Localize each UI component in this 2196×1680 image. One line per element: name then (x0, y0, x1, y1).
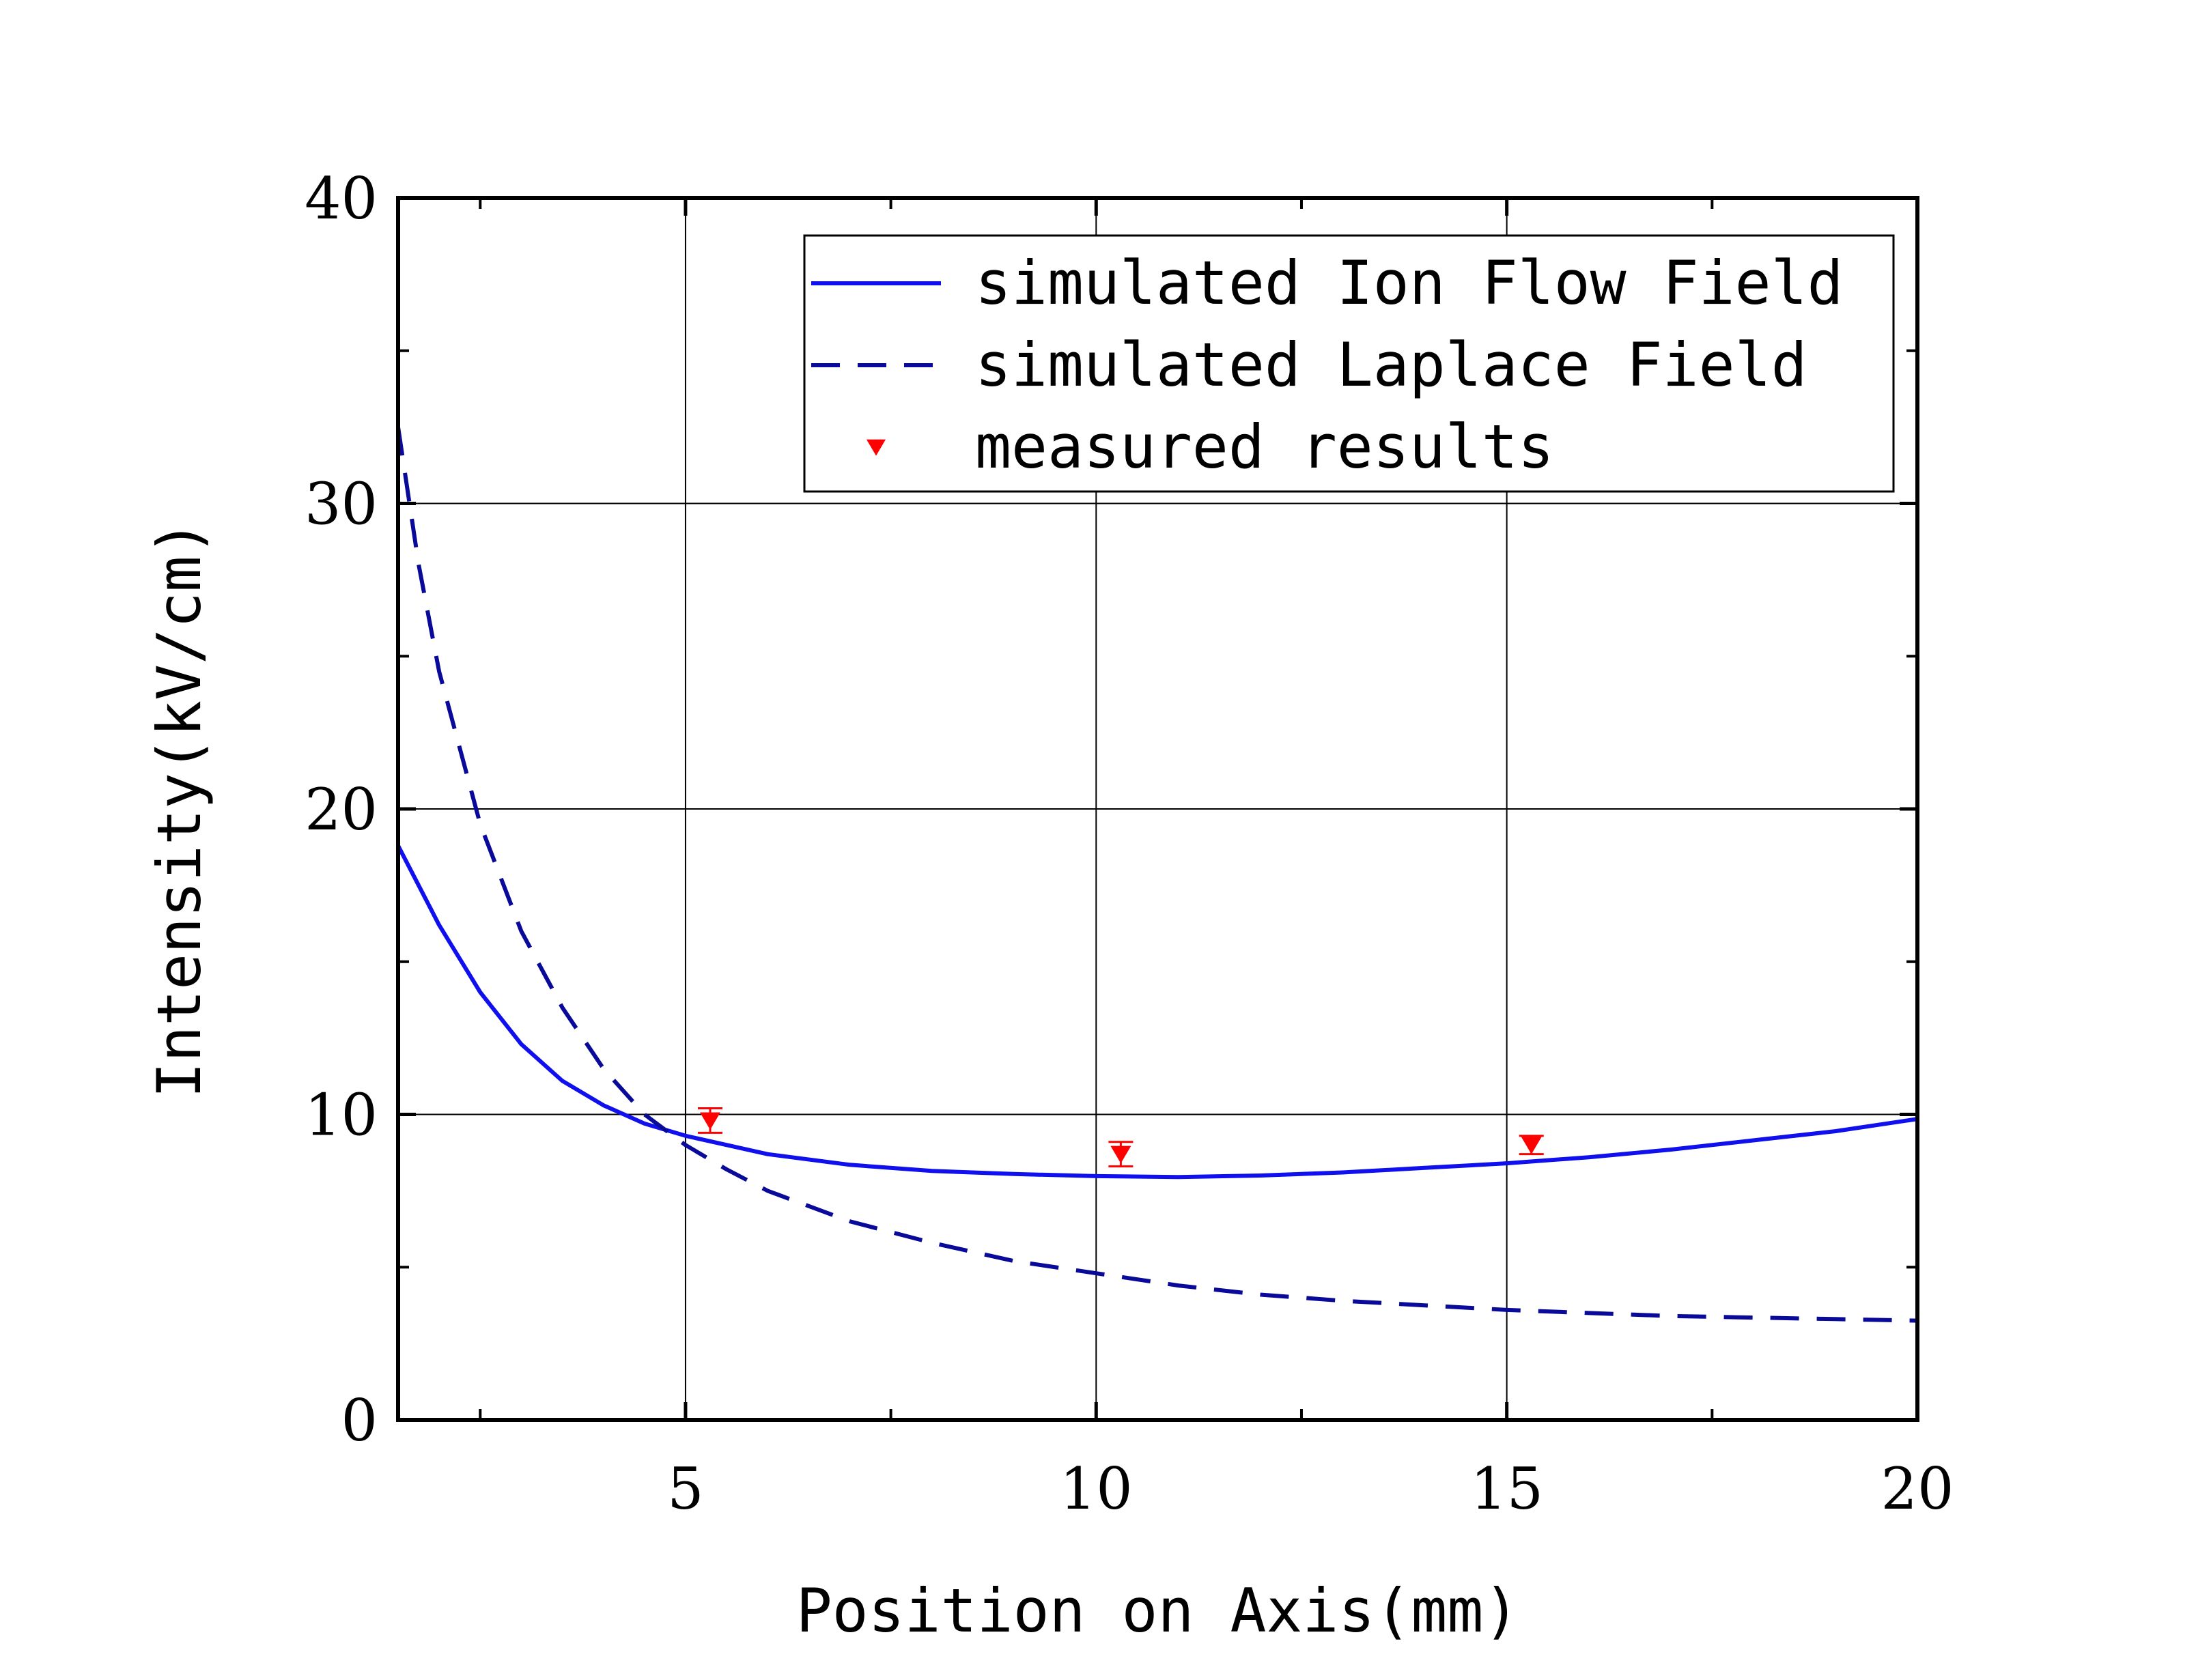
y-tick-label-40: 40 (305, 165, 378, 232)
y-tick-label-10: 10 (305, 1082, 378, 1149)
legend-label-laplace: simulated Laplace Field (975, 330, 1807, 400)
legend-symbol-measured (867, 439, 886, 456)
y-tick-label-30: 30 (305, 471, 378, 538)
laplace-field-line (396, 427, 1918, 1323)
y-tick-label-20: 20 (305, 776, 378, 843)
legend-label-ion-flow: simulated Ion Flow Field (975, 248, 1844, 318)
y-axis-title: Intensity(kV/cm) (144, 519, 214, 1098)
x-tick-label-5: 5 (667, 1455, 703, 1522)
measured-point (1521, 1137, 1542, 1154)
legend: simulated Ion Flow Field simulated Lapla… (803, 234, 1895, 493)
ion-flow-field-line (396, 844, 1918, 1180)
series-layer (396, 427, 1918, 1323)
y-tick-label-0: 0 (341, 1387, 378, 1454)
x-tick-label-20: 20 (1881, 1455, 1954, 1522)
legend-box (803, 234, 1895, 493)
x-tick-label-15: 15 (1470, 1455, 1543, 1522)
x-axis-title: Position on Axis(mm) (796, 1576, 1520, 1646)
tick-labels: 5 10 15 20 0 10 20 30 40 (305, 165, 1954, 1522)
x-tick-label-10: 10 (1060, 1455, 1133, 1522)
measured-point (700, 1112, 721, 1130)
plot-frame (396, 196, 1919, 1422)
measured-point (1110, 1145, 1131, 1164)
legend-label-measured: measured results (975, 412, 1554, 482)
